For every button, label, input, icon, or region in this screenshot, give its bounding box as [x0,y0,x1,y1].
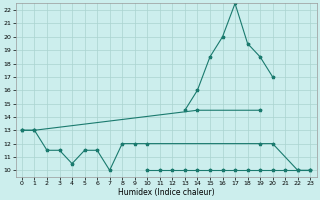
X-axis label: Humidex (Indice chaleur): Humidex (Indice chaleur) [118,188,214,197]
